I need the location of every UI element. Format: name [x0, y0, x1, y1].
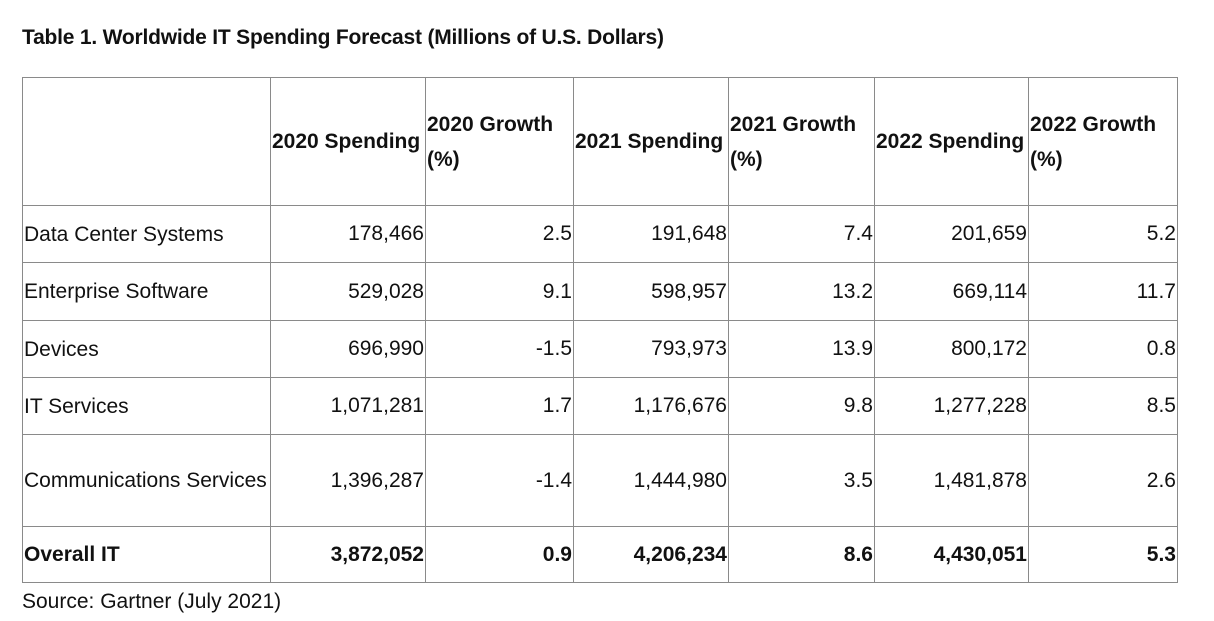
header-cell: 2021 Spending: [573, 77, 729, 206]
growth-cell: 0.8: [1028, 320, 1178, 378]
spending-cell: 178,466: [270, 205, 426, 263]
spending-cell: 529,028: [270, 262, 426, 321]
header-cell: 2020 Growth (%): [425, 77, 574, 206]
spending-cell: 1,396,287: [270, 434, 426, 527]
spending-cell: 4,430,051: [874, 526, 1029, 583]
row-label: Data Center Systems: [22, 205, 271, 263]
spending-cell: 1,176,676: [573, 377, 729, 435]
table-title: Table 1. Worldwide IT Spending Forecast …: [22, 26, 664, 49]
spending-cell: 191,648: [573, 205, 729, 263]
growth-cell: 5.3: [1028, 526, 1178, 583]
it-spending-table: 2020 Spending 2020 Growth (%) 2021 Spend…: [22, 77, 1178, 583]
spending-cell: 1,277,228: [874, 377, 1029, 435]
spending-cell: 4,206,234: [573, 526, 729, 583]
row-label: Enterprise Software: [22, 262, 271, 321]
growth-cell: 8.6: [728, 526, 875, 583]
spending-cell: 800,172: [874, 320, 1029, 378]
growth-cell: 11.7: [1028, 262, 1178, 321]
growth-cell: 1.7: [425, 377, 574, 435]
spending-cell: 3,872,052: [270, 526, 426, 583]
header-cell: 2022 Spending: [874, 77, 1029, 206]
spending-cell: 598,957: [573, 262, 729, 321]
growth-cell: 2.6: [1028, 434, 1178, 527]
growth-cell: 13.2: [728, 262, 875, 321]
growth-cell: 5.2: [1028, 205, 1178, 263]
row-label: Overall IT: [22, 526, 271, 583]
header-cell: [22, 77, 271, 206]
spending-cell: 696,990: [270, 320, 426, 378]
header-cell: 2020 Spending: [270, 77, 426, 206]
growth-cell: 2.5: [425, 205, 574, 263]
spending-cell: 793,973: [573, 320, 729, 378]
spending-cell: 1,071,281: [270, 377, 426, 435]
source-note: Source: Gartner (July 2021): [22, 590, 282, 613]
row-label: Devices: [22, 320, 271, 378]
growth-cell: 9.8: [728, 377, 875, 435]
table-row: Devices 696,990 -1.5 793,973 13.9 800,172 0.8: [22, 320, 1178, 378]
spending-cell: 1,444,980: [573, 434, 729, 527]
growth-cell: -1.4: [425, 434, 574, 527]
growth-cell: 9.1: [425, 262, 574, 321]
growth-cell: -1.5: [425, 320, 574, 378]
growth-cell: 7.4: [728, 205, 875, 263]
total-row: Overall IT 3,872,052 0.9 4,206,234 8.6 4,430,…: [22, 526, 1178, 583]
row-label: IT Services: [22, 377, 271, 435]
growth-cell: 0.9: [425, 526, 574, 583]
spending-cell: 669,114: [874, 262, 1029, 321]
spending-cell: 1,481,878: [874, 434, 1029, 527]
header-cell: 2022 Growth (%): [1028, 77, 1178, 206]
table-row: Communications Services 1,396,287 -1.4 1,44…: [22, 434, 1178, 527]
growth-cell: 8.5: [1028, 377, 1178, 435]
row-label: Communications Services: [22, 434, 271, 527]
spending-cell: 201,659: [874, 205, 1029, 263]
header-row: 2020 Spending 2020 Growth (%) 2021 Spend…: [22, 77, 1178, 206]
table-row: IT Services 1,071,281 1.7 1,176,676 9.8 1,277…: [22, 377, 1178, 435]
growth-cell: 3.5: [728, 434, 875, 527]
header-cell: 2021 Growth (%): [728, 77, 875, 206]
table-row: Enterprise Software 529,028 9.1 598,957 13.2…: [22, 262, 1178, 321]
growth-cell: 13.9: [728, 320, 875, 378]
table-row: Data Center Systems 178,466 2.5 191,648 7.4 2…: [22, 205, 1178, 263]
